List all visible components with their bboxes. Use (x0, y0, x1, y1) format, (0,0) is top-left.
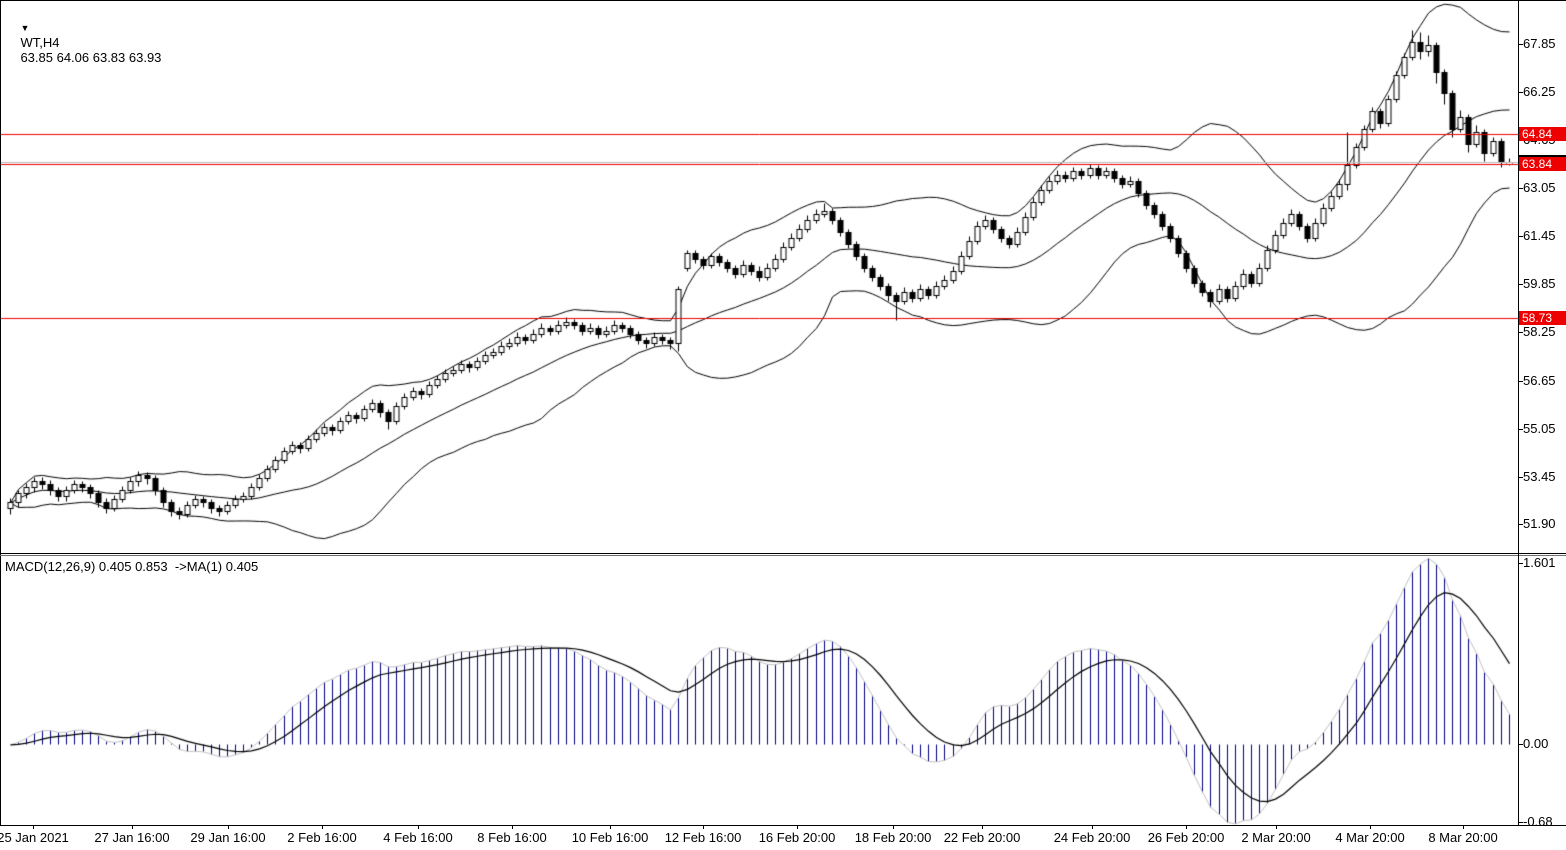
time-axis-label: 22 Feb 20:00 (943, 830, 1021, 845)
price-axis-line (1518, 0, 1519, 825)
time-axis-tickmark (703, 825, 704, 829)
time-axis-label: 4 Feb 16:00 (383, 830, 453, 845)
time-axis-label: 27 Jan 16:00 (94, 830, 170, 845)
price-axis-tickmark (1518, 524, 1523, 525)
price-axis-tickmark (1518, 44, 1523, 45)
time-axis-label: 18 Feb 20:00 (854, 830, 932, 845)
time-axis-tickmark (512, 825, 513, 829)
hline-price-tag: 64.84 (1519, 127, 1566, 141)
price-axis-tick-label: 63.05 (1523, 180, 1556, 195)
price-axis-tickmark (1518, 381, 1523, 382)
panel-divider-handle[interactable] (0, 555, 1566, 556)
price-axis-tick-label: 55.05 (1523, 421, 1556, 436)
time-axis-tickmark (893, 825, 894, 829)
chart-top-border (0, 0, 1566, 1)
time-axis-label: 12 Feb 16:00 (664, 830, 742, 845)
price-axis-tickmark (1518, 236, 1523, 237)
symbol-period-label: WT,H4 (20, 35, 60, 50)
time-axis-label: 10 Feb 16:00 (571, 830, 649, 845)
time-axis-label: 25 Jan 2021 (0, 830, 69, 845)
time-axis-tickmark (1092, 825, 1093, 829)
price-axis-tickmark (1518, 332, 1523, 333)
price-axis-tickmark (1518, 92, 1523, 93)
macd-axis-tickmark (1518, 563, 1523, 564)
time-axis-tickmark (322, 825, 323, 829)
ohlc-quote-label: 63.85 64.06 63.83 63.93 (20, 50, 162, 65)
time-axis-label: 24 Feb 20:00 (1053, 830, 1131, 845)
price-axis-tick-label: 56.65 (1523, 373, 1556, 388)
time-axis-label: 8 Mar 20:00 (1428, 830, 1498, 845)
chart-title: ▼ WT,H4 63.85 64.06 63.83 63.93 (6, 5, 161, 80)
time-axis-tickmark (1276, 825, 1277, 829)
price-axis-tick-label: 66.25 (1523, 84, 1556, 99)
time-axis-label: 29 Jan 16:00 (190, 830, 266, 845)
macd-indicator-canvas[interactable] (0, 556, 1518, 825)
price-axis-tick-label: 58.25 (1523, 324, 1556, 339)
macd-axis-tick-label: 0.00 (1523, 736, 1549, 751)
hline-price-tag: 63.84 (1519, 157, 1566, 171)
price-axis-tick-label: 61.45 (1523, 228, 1556, 243)
time-axis-label: 8 Feb 16:00 (477, 830, 547, 845)
time-axis-tickmark (33, 825, 34, 829)
price-axis-tickmark (1518, 284, 1523, 285)
time-axis-label: 2 Mar 20:00 (1241, 830, 1311, 845)
time-axis-tickmark (610, 825, 611, 829)
macd-axis-tickmark (1518, 744, 1523, 745)
price-axis-tickmark (1518, 477, 1523, 478)
macd-axis-tickmark (1518, 822, 1523, 823)
time-axis-tickmark (132, 825, 133, 829)
time-axis-tickmark (1186, 825, 1187, 829)
price-axis-tick-label: 67.85 (1523, 36, 1556, 51)
time-axis-tickmark (418, 825, 419, 829)
time-axis-label: 4 Mar 20:00 (1335, 830, 1405, 845)
time-axis-label: 26 Feb 20:00 (1147, 830, 1225, 845)
price-axis-tickmark (1518, 188, 1523, 189)
macd-axis-tick-label: -0.68 (1523, 814, 1553, 829)
time-axis-label: 2 Feb 16:00 (287, 830, 357, 845)
time-axis-tickmark (1463, 825, 1464, 829)
time-axis-tickmark (1370, 825, 1371, 829)
price-axis-tick-label: 59.85 (1523, 276, 1556, 291)
chart-left-border (0, 0, 1, 825)
time-axis-tickmark (797, 825, 798, 829)
time-axis-tickmark (982, 825, 983, 829)
price-axis-tick-label: 53.45 (1523, 469, 1556, 484)
time-axis-label: 16 Feb 20:00 (758, 830, 836, 845)
price-axis-tick-label: 51.90 (1523, 516, 1556, 531)
macd-axis-tick-label: 1.601 (1523, 555, 1556, 570)
panel-divider[interactable] (0, 553, 1566, 554)
indicator-bottom-border (0, 825, 1566, 826)
macd-indicator-label: MACD(12,26,9) 0.405 0.853 ->MA(1) 0.405 (5, 559, 259, 574)
hline-price-tag: 58.73 (1519, 311, 1566, 325)
collapse-quote-icon[interactable]: ▼ (20, 23, 30, 33)
price-axis-tickmark (1518, 429, 1523, 430)
time-axis-tickmark (228, 825, 229, 829)
price-chart-canvas[interactable] (0, 0, 1518, 553)
